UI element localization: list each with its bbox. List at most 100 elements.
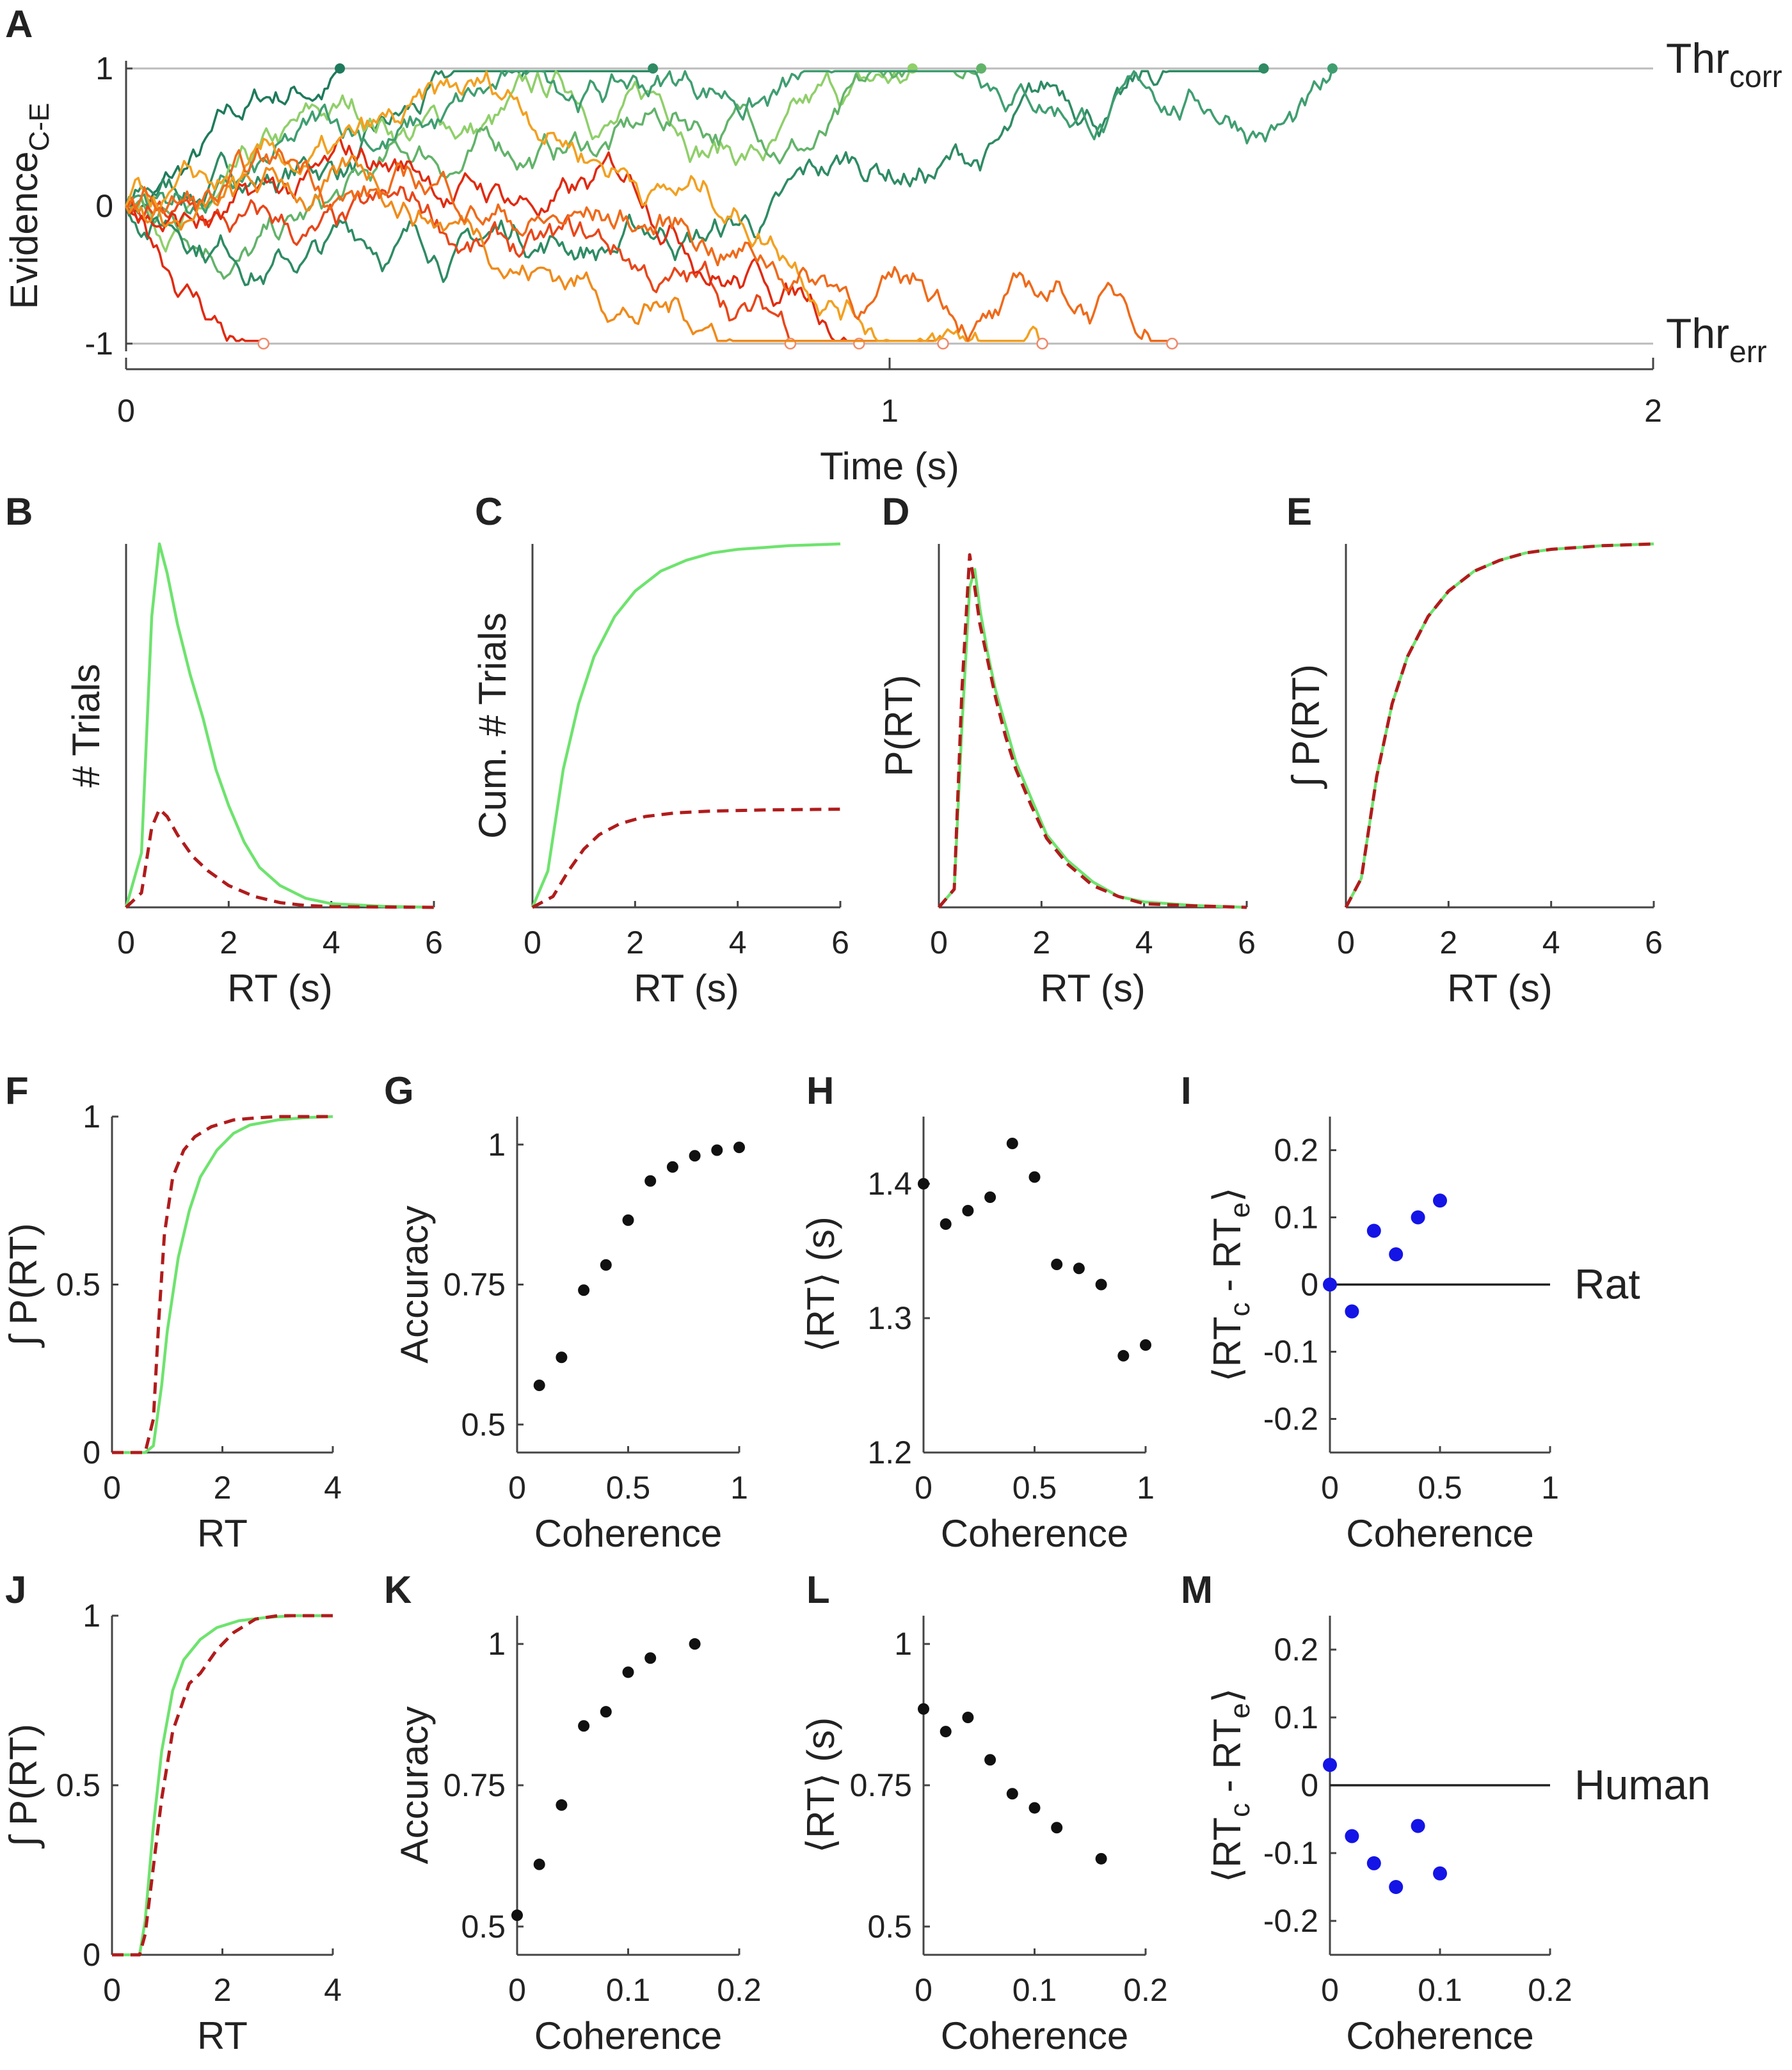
bound-hit-marker <box>976 63 987 74</box>
bound-hit-marker <box>335 63 346 74</box>
x-axis-label: Coherence <box>534 2014 723 2057</box>
data-point <box>578 1720 590 1732</box>
x-tick-label: 2 <box>626 925 644 960</box>
panel-letter-j: J <box>5 1568 26 1611</box>
panel-letter-k: K <box>384 1568 412 1611</box>
x-tick-label: 0.2 <box>1528 1972 1572 2008</box>
x-tick-label: 0 <box>915 1972 932 2008</box>
y-tick-label: 1 <box>488 1626 506 1662</box>
bound-hit-marker <box>1327 63 1338 74</box>
y-axis-label: ⟨RTc - RTe⟩ <box>1206 1688 1256 1883</box>
trace-line <box>125 67 1265 287</box>
data-point <box>1389 1247 1404 1262</box>
panel-c: 0 2 4 6 RT (s) Cum. # Trials <box>471 542 849 1010</box>
x-tick-label: 4 <box>324 1470 342 1506</box>
y-tick-label: -0.2 <box>1263 1401 1318 1437</box>
x-tick-label: 0 <box>117 393 135 429</box>
panel-letter-b: B <box>5 490 33 533</box>
panel-letter-l: L <box>806 1568 830 1611</box>
panel-letter-a: A <box>5 3 33 45</box>
x-axis-label: Time (s) <box>820 445 959 488</box>
y-tick-label: 1.2 <box>867 1435 912 1470</box>
data-point <box>918 1178 929 1190</box>
data-point <box>578 1284 590 1296</box>
y-axis-label: Accuracy <box>393 1206 436 1364</box>
panel-h: 0 0.5 1 1.2 1.3 1.4 Coherence ⟨RT⟩ (s) <box>799 1117 1155 1555</box>
threshold-label-corr: Thrcorr <box>1666 35 1782 94</box>
y-tick-label: 0 <box>95 188 113 224</box>
y-tick-label: 0.75 <box>850 1767 912 1803</box>
y-tick-label: 0.5 <box>461 1909 506 1945</box>
y-tick-label: 0 <box>83 1937 100 1973</box>
y-tick-label: 0.5 <box>56 1267 100 1303</box>
x-tick-label: 2 <box>1032 925 1050 960</box>
y-tick-label: -0.1 <box>1263 1835 1318 1871</box>
threshold-sub: corr <box>1729 60 1782 94</box>
threshold-label-err: Threrr <box>1666 310 1767 369</box>
trace-line <box>125 70 1043 345</box>
bound-hit-marker <box>1258 63 1269 74</box>
data-point <box>1345 1304 1359 1319</box>
x-axis-label: RT <box>197 1512 248 1555</box>
x-tick-label: 0.1 <box>1012 1972 1057 2008</box>
y-axis-label: Cum. # Trials <box>471 612 514 838</box>
panel-d: 0 2 4 6 RT (s) P(RT) <box>877 544 1256 1010</box>
x-tick-label: 0.2 <box>1123 1972 1168 2008</box>
x-axis-label: Coherence <box>941 2014 1129 2057</box>
series-line-error <box>112 1614 333 1957</box>
data-point <box>666 1161 678 1173</box>
x-tick-label: 0.5 <box>606 1470 651 1506</box>
data-point <box>511 1909 523 1922</box>
y-axis-label: EvidenceC-E <box>3 103 55 310</box>
panel-letter-c: C <box>475 490 502 533</box>
x-tick-label: 4 <box>1135 925 1153 960</box>
x-tick-label: 0.2 <box>717 1972 762 2008</box>
panel-k: 0 0.1 0.2 0.5 0.75 1 Coherence Accuracy <box>393 1616 762 2057</box>
trace-line <box>125 200 264 345</box>
x-tick-label: 6 <box>831 925 849 960</box>
y-tick-label: 1 <box>95 51 113 86</box>
y-tick-label: 0.1 <box>1274 1200 1318 1236</box>
series-line-error <box>938 553 1247 909</box>
y-axis-label: ⟨RT⟩ (s) <box>799 1717 842 1853</box>
x-tick-label: 6 <box>1238 925 1256 960</box>
data-point <box>1411 1819 1425 1833</box>
panel-letter-f: F <box>5 1069 29 1112</box>
panel-f: 0 2 4 0 0.5 1 RT ∫ P(RT) <box>2 1099 342 1555</box>
y-label-part: ⟨RT <box>1206 1817 1249 1883</box>
bound-hit-marker <box>648 63 659 74</box>
y-tick-label: 1 <box>83 1598 100 1634</box>
y-label-part: - RT <box>1206 1218 1249 1302</box>
y-axis-label: ∫ P(RT) <box>1284 664 1327 789</box>
x-tick-label: 0 <box>508 1972 526 2008</box>
x-tick-label: 0 <box>103 1470 121 1506</box>
x-tick-label: 0.1 <box>1418 1972 1462 2008</box>
data-point <box>1006 1138 1018 1149</box>
y-label-part: ⟩ <box>1206 1187 1249 1202</box>
threshold-name: Thr <box>1666 310 1729 357</box>
x-tick-label: 0 <box>1321 1972 1339 2008</box>
y-label-part: ⟩ <box>1206 1688 1249 1703</box>
x-axis-label: RT <box>197 2014 248 2057</box>
x-tick-label: 4 <box>1542 925 1560 960</box>
x-tick-label: 1 <box>1541 1470 1559 1506</box>
trace-line <box>125 154 945 344</box>
trace-line <box>125 186 792 344</box>
panel-letter-d: D <box>882 490 909 533</box>
series-line-correct <box>531 542 841 908</box>
y-tick-label: 0 <box>1300 1267 1318 1303</box>
data-point <box>1095 1852 1107 1865</box>
x-axis-label: RT (s) <box>1040 967 1145 1010</box>
y-axis-label: # Trials <box>65 664 108 787</box>
x-tick-label: 0 <box>117 925 135 960</box>
data-point <box>984 1754 996 1766</box>
data-point <box>1117 1349 1130 1362</box>
y-tick-label: 1 <box>488 1127 506 1163</box>
species-label-rat: Rat <box>1574 1261 1640 1308</box>
x-axis-label: Coherence <box>534 1512 723 1555</box>
panel-i: 0 0.5 1 -0.2 -0.1 0 0.1 0.2 Coherence ⟨RTc - RTe⟩… <box>1206 1117 1640 1555</box>
y-tick-label: 0.5 <box>56 1767 100 1803</box>
bound-hit-marker <box>937 337 949 350</box>
